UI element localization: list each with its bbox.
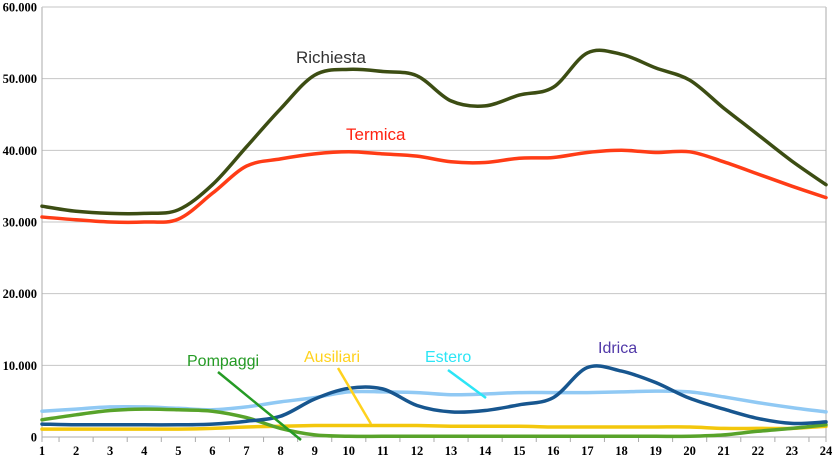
x-axis-label: 20 [683,444,696,458]
x-axis-label: 12 [411,444,424,458]
series-line-pompaggi [40,407,828,439]
y-axis-label: 10.000 [3,359,37,373]
x-axis-label: 5 [175,444,181,458]
y-axis-label: 0 [31,431,37,445]
x-axis-label: 14 [479,444,492,458]
x-axis-label: 17 [581,444,594,458]
x-axis-label: 13 [445,444,458,458]
x-axis-label: 6 [209,444,215,458]
series-label-richiesta: Richiesta [296,48,366,67]
y-axis-label: 20.000 [3,287,37,301]
series-line-ausiliari [40,423,828,431]
x-axis-label: 11 [377,444,389,458]
series-label-ausiliari: Ausiliari [304,349,360,366]
x-axis-label: 23 [786,444,799,458]
x-axis-label: 15 [513,444,526,458]
series-label-leader-estero [447,368,487,400]
x-axis-label: 9 [312,444,318,458]
y-axis-label: 60.000 [3,1,37,15]
y-axis-label: 50.000 [3,72,37,86]
x-axis-label: 4 [141,444,148,458]
series-line-termica [40,148,828,225]
y-axis-label: 40.000 [3,144,37,158]
series-line-richiesta [40,48,828,216]
x-axis-label: 24 [820,444,833,458]
x-axis-label: 19 [649,444,662,458]
x-axis-label: 18 [615,444,628,458]
series-label-pompaggi: Pompaggi [187,353,259,370]
series-label-leader-pompaggi [217,371,302,441]
series-label-idrica: Idrica [598,340,637,357]
x-axis-label: 3 [107,444,113,458]
x-axis-label: 16 [547,444,560,458]
x-axis-label: 8 [277,444,283,458]
series-label-estero: Estero [425,349,471,366]
x-axis-label: 21 [717,444,730,458]
series-label-termica: Termica [346,125,406,144]
x-axis-label: 2 [73,444,79,458]
x-axis-label: 7 [243,444,249,458]
series-line-idrica [40,364,828,427]
x-axis-label: 10 [343,444,356,458]
series-label-leader-ausiliari [336,367,373,425]
y-axis-label: 30.000 [3,216,37,230]
x-axis-label: 22 [752,444,765,458]
x-axis-label: 1 [39,444,45,458]
